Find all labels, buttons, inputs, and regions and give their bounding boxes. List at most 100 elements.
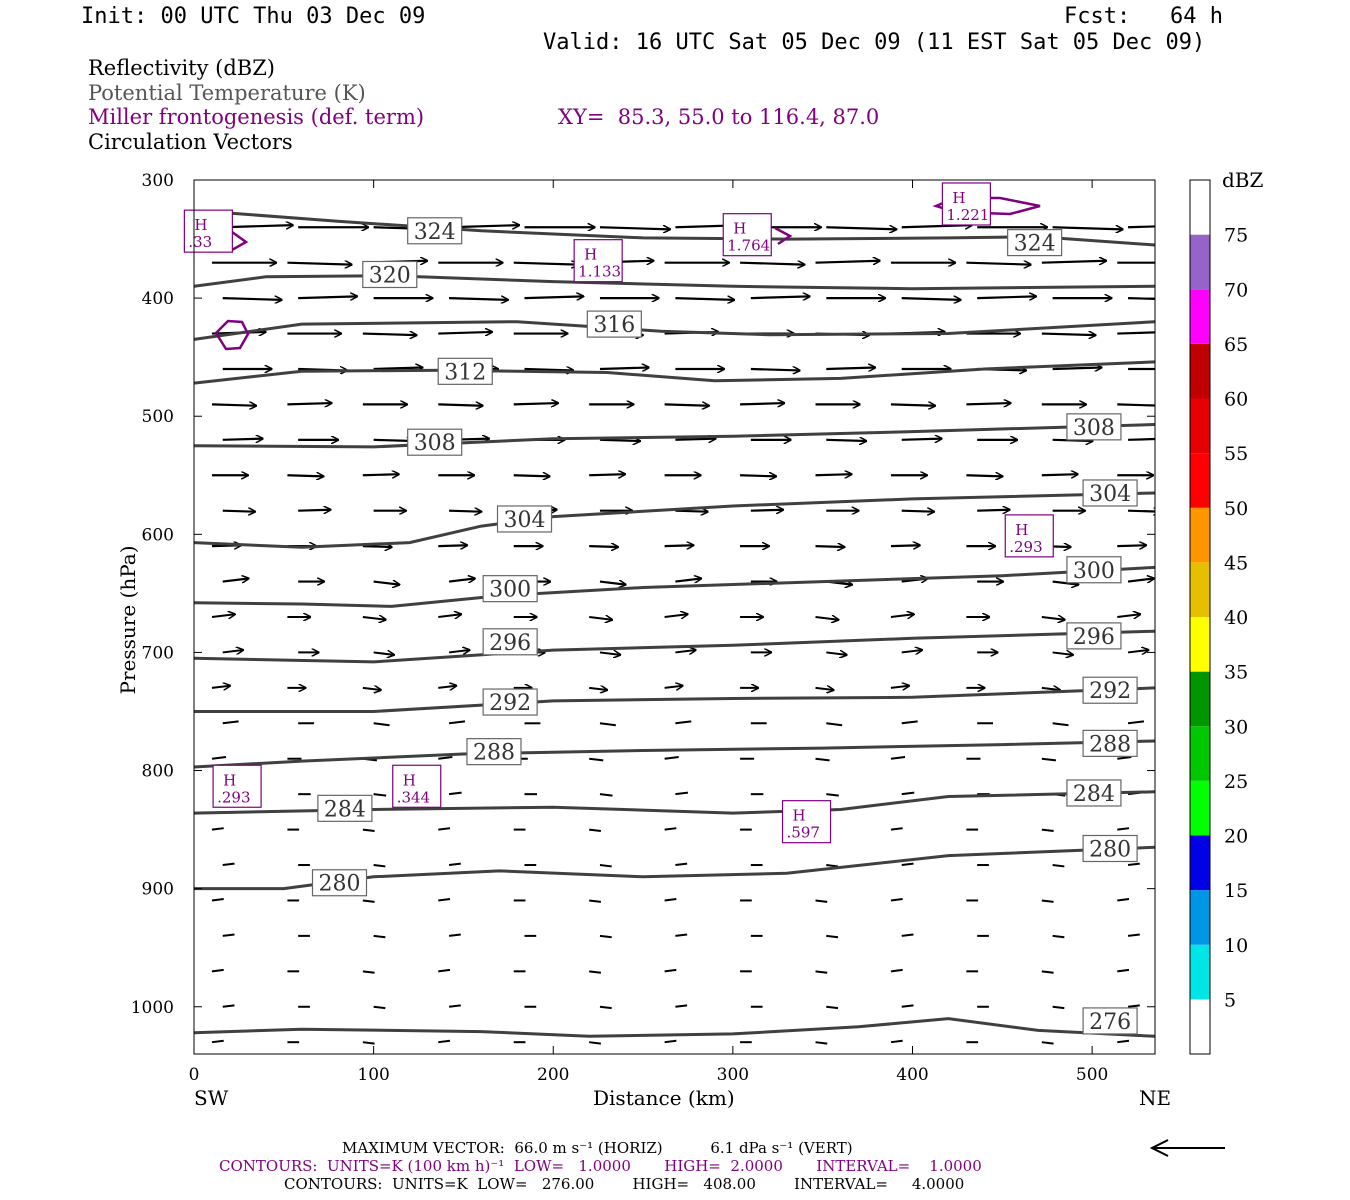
theta-label-box <box>1082 479 1138 507</box>
theta-label-box <box>1066 556 1122 584</box>
circulation-vector <box>222 862 235 867</box>
circulation-vector <box>1041 757 1057 762</box>
circulation-vector <box>438 968 451 973</box>
circulation-vector <box>675 1004 688 1008</box>
theta-label-box <box>496 505 553 533</box>
colorbar-segment <box>1190 343 1210 399</box>
fronto-high-box <box>1004 514 1054 558</box>
circulation-vector <box>750 296 810 298</box>
circulation-vector <box>1041 334 1096 336</box>
circulation-vector <box>373 652 394 654</box>
circulation-vector <box>664 1039 677 1044</box>
circulation-vector <box>513 403 558 404</box>
circulation-vector <box>222 650 243 652</box>
circulation-vector <box>890 756 906 760</box>
circulation-vector <box>599 1005 612 1010</box>
theta-contour-280 <box>194 845 1155 891</box>
circulation-vector <box>890 968 903 973</box>
theta-label: 284 <box>324 797 366 822</box>
circulation-vector <box>815 617 839 620</box>
circulation-vector <box>211 1039 224 1044</box>
colorbar-tick-label: 75 <box>1224 225 1248 247</box>
circulation-vector <box>1052 934 1065 939</box>
x-tick-label: 300 <box>717 1065 749 1085</box>
circulation-vector <box>664 686 683 688</box>
circulation-vector <box>1127 578 1154 581</box>
circulation-vector <box>1041 261 1106 263</box>
circulation-vector <box>362 899 375 903</box>
circulation-vector <box>1117 968 1130 973</box>
colorbar-tick-label: 45 <box>1224 552 1248 574</box>
colorbar-frame <box>1189 179 1211 1055</box>
circulation-vector <box>1128 225 1155 229</box>
theta-label: 316 <box>593 313 635 338</box>
theta-label-box <box>1066 413 1122 441</box>
colorbar-segment <box>1190 562 1210 617</box>
circulation-vector <box>448 720 466 725</box>
circulation-vector <box>1041 970 1054 974</box>
circulation-vector <box>901 298 961 300</box>
colorbar-tick-label: 20 <box>1224 826 1248 848</box>
circulation-vector <box>815 546 845 547</box>
circulation-vector <box>589 970 602 974</box>
colorbar-tick-label: 50 <box>1224 498 1248 520</box>
theta-contour-308 <box>194 423 1155 449</box>
y-tick-label: 300 <box>142 171 174 191</box>
plot-frame <box>193 179 1156 1055</box>
circulation-vector <box>675 720 692 725</box>
theta-label: 292 <box>489 691 531 716</box>
circulation-vector <box>675 791 689 796</box>
circulation-vector <box>1041 899 1054 903</box>
circulation-vector <box>826 793 839 797</box>
circulation-vector <box>599 227 670 229</box>
circulation-vector <box>589 828 602 832</box>
colorbar-tick-label: 25 <box>1224 771 1248 793</box>
colorbar-title: dBZ <box>1222 168 1264 192</box>
circulation-vector <box>890 1039 903 1044</box>
circulation-vector <box>448 933 461 937</box>
fronto-high-marker: H <box>952 189 965 207</box>
theta-contour-312 <box>194 360 1155 385</box>
fronto-high-box <box>573 239 623 283</box>
theta-label-box <box>362 260 418 289</box>
circulation-vector <box>826 652 846 654</box>
circulation-vector <box>589 757 604 762</box>
theta-contours <box>194 210 1155 1038</box>
fronto-high-marker: H <box>793 807 806 825</box>
circulation-vector <box>373 793 387 797</box>
y-tick-label: 500 <box>142 407 174 427</box>
theta-contour-276 <box>194 1017 1155 1038</box>
theta-label-box <box>482 688 538 716</box>
fronto-contour <box>774 226 793 246</box>
circulation-vector <box>901 862 914 867</box>
circulation-vector <box>222 578 249 581</box>
x-tick-label: 400 <box>896 1065 928 1085</box>
circulation-vector <box>901 439 942 440</box>
circulation-vector <box>1041 617 1065 620</box>
circulation-vector <box>438 1039 451 1044</box>
circulation-vector <box>362 1041 375 1045</box>
circulation-vector <box>815 688 834 690</box>
circulation-vector <box>222 933 235 937</box>
theta-label-box <box>1082 834 1138 863</box>
theta-label: 300 <box>489 578 531 603</box>
fronto-high-marker: H <box>403 771 416 789</box>
y-tick-label: 600 <box>142 525 174 545</box>
colorbar-segment <box>1190 726 1210 781</box>
theta-label-box <box>586 310 642 338</box>
y-tick-label: 700 <box>142 643 174 663</box>
circulation-vector <box>222 511 255 512</box>
theta-contour-info: CONTOURS: UNITS=K LOW= 276.00 HIGH= 408.… <box>284 1175 965 1193</box>
theta-label-box <box>1082 1007 1138 1035</box>
y-tick-label: 800 <box>142 762 174 782</box>
fronto-high-box <box>941 182 991 226</box>
colorbar-tick-label: 5 <box>1224 989 1236 1011</box>
circulation-vector <box>448 578 475 581</box>
theta-label-box <box>311 869 368 897</box>
circulation-vector <box>750 510 783 511</box>
circulation-vector <box>675 862 688 867</box>
circulation-vector <box>373 934 386 939</box>
theta-label: 296 <box>1073 625 1115 650</box>
